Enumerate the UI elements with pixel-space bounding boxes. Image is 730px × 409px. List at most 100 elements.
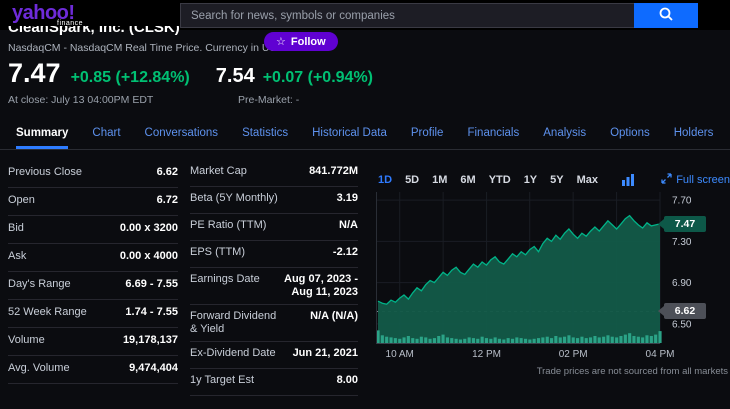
price-row: 7.47 +0.85 (+12.84%) 7.54 +0.07 (+0.94%) [8, 58, 373, 89]
range-ytd[interactable]: YTD [488, 174, 511, 186]
last-price-badge: 7.47 [658, 215, 706, 232]
search-bar [180, 3, 698, 28]
tab-conversations[interactable]: Conversations [144, 126, 219, 139]
stat-label: 52 Week Range [8, 306, 87, 318]
tab-holders[interactable]: Holders [673, 126, 714, 139]
range-1m[interactable]: 1M [432, 174, 448, 186]
stat-label: 1y Target Est [190, 374, 254, 386]
stat-value: Jun 21, 2021 [292, 347, 358, 359]
regular-market-price: 7.47 [8, 58, 61, 88]
search-icon [658, 6, 674, 25]
stat-row: Bid 0.00 x 3200 [8, 216, 178, 244]
pre-market-price: 7.54 [215, 65, 255, 87]
svg-text:02 PM: 02 PM [559, 349, 588, 360]
quote-title-wrap: CleanSpark, Inc. (CLSK) [8, 26, 180, 39]
stat-row: Day's Range 6.69 - 7.55 [8, 272, 178, 300]
tab-chart[interactable]: Chart [92, 126, 121, 139]
stat-value: 0.00 x 3200 [119, 222, 178, 234]
svg-text:7.30: 7.30 [672, 237, 692, 248]
follow-button[interactable]: ☆ Follow [264, 32, 338, 51]
search-button[interactable] [634, 3, 698, 28]
stats-table-left: Previous Close 6.62 Open 6.72 Bid 0.00 x 32… [8, 160, 178, 384]
stat-label: Day's Range [8, 278, 71, 290]
stat-row: Ask 0.00 x 4000 [8, 244, 178, 272]
stat-value: -2.12 [332, 246, 358, 258]
stat-label: Volume [8, 334, 45, 346]
stat-label: Avg. Volume [8, 362, 70, 374]
at-close-note: At close: July 13 04:00PM EDT [8, 94, 154, 106]
follow-label: Follow [290, 35, 326, 48]
range-1y[interactable]: 1Y [523, 174, 538, 186]
stat-value: N/A [339, 219, 358, 231]
price-chart[interactable]: 7.70 7.30 6.90 6.50 10 AM 12 PM 02 PM 04 PM 7.4… [376, 192, 730, 362]
stat-value: 841.772M [309, 165, 358, 177]
range-6m[interactable]: 6M [460, 174, 476, 186]
quote-tab-bar: Summary Chart Conversations Statistics H… [0, 119, 730, 150]
tab-statistics[interactable]: Statistics [242, 126, 289, 139]
expand-icon [661, 173, 672, 187]
price-notes: At close: July 13 04:00PM EDT Pre-Market… [8, 94, 508, 106]
stat-row: 1y Target Est 8.00 [190, 369, 358, 396]
range-5d[interactable]: 5D [405, 174, 420, 186]
full-screen-label: Full screen [676, 174, 730, 186]
price-chart-svg: 7.70 7.30 6.90 6.50 10 AM 12 PM 02 PM 04 PM [376, 192, 692, 360]
range-max[interactable]: Max [576, 174, 599, 186]
chart-panel: 1D 5D 1M 6M YTD 1Y 5Y Max Full screen 7.… [376, 168, 730, 409]
svg-text:6.50: 6.50 [672, 319, 692, 330]
tab-summary[interactable]: Summary [16, 119, 69, 149]
stat-row: Forward Dividend & Yield N/A (N/A) [190, 305, 358, 342]
tab-options[interactable]: Options [610, 126, 650, 139]
stat-row: Beta (5Y Monthly) 3.19 [190, 187, 358, 214]
stat-row: EPS (TTM) -2.12 [190, 241, 358, 268]
svg-text:6.90: 6.90 [672, 278, 692, 289]
stat-value: 19,178,137 [122, 334, 178, 346]
yahoo-logo-text: yahoo! [12, 2, 75, 24]
stat-value: N/A (N/A) [310, 310, 358, 322]
stat-value: 1.74 - 7.55 [125, 306, 178, 318]
stat-value: 3.19 [336, 192, 358, 204]
stats-table-right: Market Cap 841.772M Beta (5Y Monthly) 3.19… [190, 160, 358, 396]
stat-row: PE Ratio (TTM) N/A [190, 214, 358, 241]
regular-market-change: +0.85 (+12.84%) [70, 69, 190, 86]
prev-close-badge: 6.62 [658, 303, 706, 320]
svg-text:12 PM: 12 PM [472, 349, 501, 360]
stat-label: Ask [8, 250, 27, 262]
tab-profile[interactable]: Profile [410, 126, 444, 139]
search-input[interactable] [180, 3, 634, 28]
yahoo-logo[interactable]: yahoo! finance [12, 2, 83, 27]
stat-row: Open 6.72 [8, 188, 178, 216]
chart-controls: 1D 5D 1M 6M YTD 1Y 5Y Max Full screen [378, 172, 730, 188]
stat-value: 6.62 [156, 166, 178, 178]
stat-row: Ex-Dividend Date Jun 21, 2021 [190, 342, 358, 369]
stat-label: Earnings Date [190, 273, 260, 285]
tab-financials[interactable]: Financials [467, 126, 520, 139]
stat-value: 9,474,404 [129, 362, 178, 374]
exchange-note: NasdaqCM - NasdaqCM Real Time Price. Cur… [8, 42, 284, 54]
stat-label: Previous Close [8, 166, 82, 178]
chart-style-icon[interactable] [621, 174, 635, 186]
full-screen-button[interactable]: Full screen [661, 173, 730, 187]
tab-analysis[interactable]: Analysis [543, 126, 587, 139]
stat-row: Market Cap 841.772M [190, 160, 358, 187]
stat-row: Earnings Date Aug 07, 2023 - Aug 11, 2023 [190, 268, 358, 305]
stat-value: 6.72 [156, 194, 178, 206]
stat-label: EPS (TTM) [190, 246, 245, 258]
stat-label: Forward Dividend & Yield [190, 310, 277, 335]
stat-label: PE Ratio (TTM) [190, 219, 267, 231]
pre-market-note: Pre-Market: - [238, 94, 300, 106]
svg-text:04 PM: 04 PM [646, 349, 675, 360]
top-bar: yahoo! finance [0, 0, 730, 30]
stat-value: Aug 07, 2023 - Aug 11, 2023 [284, 273, 358, 298]
finance-logo-text: finance [57, 20, 84, 27]
tab-historical-data[interactable]: Historical Data [312, 126, 387, 139]
svg-text:10 AM: 10 AM [386, 349, 414, 360]
range-1d[interactable]: 1D [378, 174, 393, 186]
range-5y[interactable]: 5Y [550, 174, 564, 186]
stat-value: 8.00 [336, 374, 358, 386]
chart-disclaimer: Trade prices are not sourced from all ma… [536, 366, 728, 377]
stat-value: 6.69 - 7.55 [125, 278, 178, 290]
stat-label: Beta (5Y Monthly) [190, 192, 278, 204]
stat-row: Avg. Volume 9,474,404 [8, 356, 178, 384]
stat-label: Ex-Dividend Date [190, 347, 276, 359]
svg-text:7.70: 7.70 [672, 196, 692, 207]
